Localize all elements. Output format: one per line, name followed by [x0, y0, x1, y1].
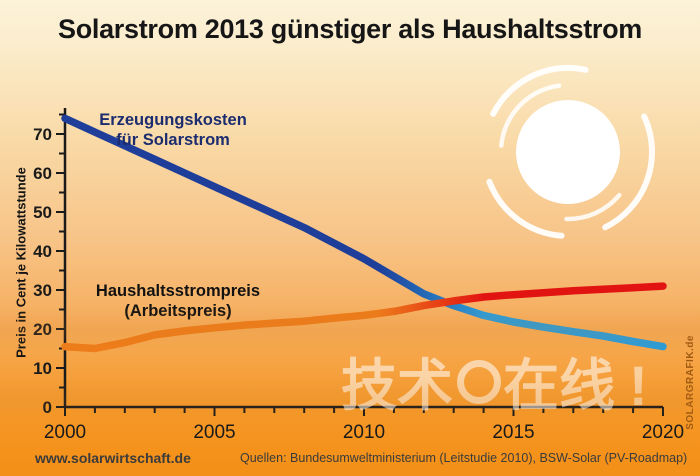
y-tick-label: 20 — [33, 320, 52, 339]
x-tick-label: 2010 — [343, 422, 385, 443]
label-solar-series: Erzeugungskosten für Solarstrom — [88, 110, 258, 150]
x-tick-label: 2000 — [44, 422, 86, 443]
y-tick-label: 0 — [43, 398, 52, 417]
series-lines — [61, 114, 667, 353]
footer-sources: Quellen: Bundesumweltministerium (Leitst… — [240, 451, 688, 465]
x-tick-label: 2015 — [492, 422, 534, 443]
credit-vertical: SOLARGRAFIK.de — [685, 335, 696, 430]
x-tick-label: 2005 — [193, 422, 235, 443]
axes: 0 10 20 30 40 50 60 70 2000 2005 2010 2015 2020 — [33, 108, 684, 443]
y-tick-label: 50 — [33, 203, 52, 222]
y-tick-label: 70 — [33, 125, 52, 144]
y-axis-title: Preis in Cent je Kilowattstunde — [13, 167, 29, 358]
label-household-line1: Haushaltsstrompreis — [95, 282, 261, 300]
y-tick-label: 30 — [33, 281, 52, 300]
series-line-household — [61, 282, 667, 353]
page-title: Solarstrom 2013 günstiger als Haushaltss… — [57, 14, 642, 44]
series-line-solar — [61, 114, 667, 351]
y-tick-label: 10 — [33, 359, 52, 378]
label-solar-line2: für Solarstrom — [116, 131, 230, 149]
x-tick-label: 2020 — [642, 422, 684, 443]
y-tick-label: 60 — [33, 164, 52, 183]
label-household-series: Haushaltsstrompreis (Arbeitspreis) — [83, 281, 273, 321]
footer-website: www.solarwirtschaft.de — [35, 450, 191, 466]
label-household-line2: (Arbeitspreis) — [124, 302, 232, 320]
sun-icon — [481, 65, 655, 239]
y-tick-label: 40 — [33, 242, 52, 261]
label-solar-line1: Erzeugungskosten — [99, 111, 247, 129]
